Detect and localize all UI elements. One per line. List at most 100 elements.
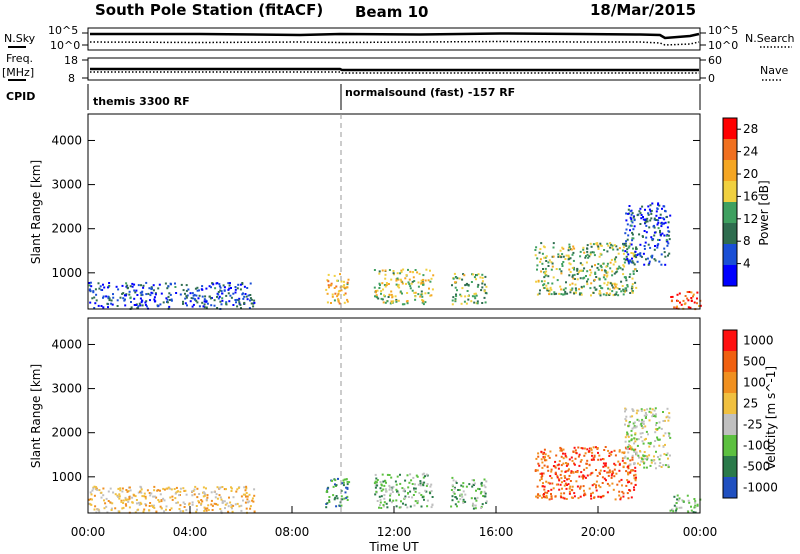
scatter-cell bbox=[590, 294, 592, 297]
scatter-cell bbox=[638, 253, 641, 256]
scatter-cell bbox=[636, 409, 639, 412]
scatter-cell bbox=[653, 248, 656, 251]
scatter-cell bbox=[538, 464, 541, 467]
scatter-cell bbox=[170, 298, 173, 301]
scatter-cell bbox=[571, 253, 574, 256]
scatter-cell bbox=[624, 232, 627, 235]
scatter-cell bbox=[623, 457, 626, 459]
scatter-cell bbox=[413, 291, 416, 294]
scatter-cell bbox=[573, 247, 576, 250]
scatter-cell bbox=[632, 449, 635, 452]
scatter-cell bbox=[634, 448, 637, 451]
scatter-cell bbox=[235, 490, 238, 493]
scatter-cell bbox=[385, 481, 387, 484]
scatter-cell bbox=[678, 497, 681, 500]
scatter-cell bbox=[657, 219, 660, 222]
scatter-cell bbox=[662, 217, 665, 220]
scatter-cell bbox=[649, 219, 652, 222]
scatter-cell bbox=[537, 279, 540, 282]
scatter-cell bbox=[420, 494, 423, 496]
scatter-cell bbox=[546, 465, 549, 468]
scatter-cell bbox=[625, 219, 628, 222]
scatter-cell bbox=[409, 287, 412, 290]
scatter-cell bbox=[599, 294, 602, 297]
scatter-cell bbox=[205, 487, 207, 490]
scatter-cell bbox=[665, 416, 668, 419]
scatter-cell bbox=[231, 507, 233, 510]
scatter-cell bbox=[600, 269, 603, 272]
colorbar-tick-label: 1000 bbox=[743, 334, 774, 348]
scatter-cell bbox=[651, 238, 654, 241]
scatter-cell bbox=[422, 300, 425, 303]
scatter-cell bbox=[221, 500, 224, 502]
nave-tick-top: 60 bbox=[708, 54, 722, 67]
scatter-cell bbox=[115, 285, 118, 288]
scatter-cell bbox=[622, 495, 625, 498]
scatter-cell bbox=[625, 408, 628, 411]
scatter-cell bbox=[659, 213, 662, 216]
scatter-cell bbox=[611, 244, 614, 247]
scatter-cell bbox=[234, 291, 237, 294]
scatter-cell bbox=[189, 300, 192, 303]
scatter-cell bbox=[169, 496, 172, 499]
scatter-cell bbox=[624, 436, 627, 439]
scatter-cell bbox=[98, 489, 101, 492]
scatter-cell bbox=[636, 444, 639, 447]
scatter-cell bbox=[569, 283, 572, 286]
scatter-cell bbox=[612, 294, 615, 297]
scatter-cell bbox=[333, 299, 336, 302]
scatter-cell bbox=[327, 284, 330, 287]
scatter-cell bbox=[340, 280, 343, 283]
scatter-cell bbox=[244, 501, 247, 504]
scatter-cell bbox=[564, 258, 567, 260]
scatter-cell bbox=[386, 473, 389, 476]
scatter-cell bbox=[185, 284, 188, 287]
scatter-cell bbox=[107, 286, 109, 289]
scatter-cell bbox=[645, 466, 648, 469]
scatter-cell bbox=[409, 270, 412, 273]
scatter-cell bbox=[110, 509, 113, 511]
scatter-cell bbox=[142, 284, 145, 287]
scatter-cell bbox=[579, 487, 582, 489]
scatter-cell bbox=[629, 273, 632, 276]
scatter-cell bbox=[385, 282, 388, 284]
scatter-cell bbox=[207, 504, 210, 507]
scatter-cell bbox=[564, 290, 567, 293]
scatter-cell bbox=[640, 422, 643, 425]
colorbar-segment bbox=[723, 456, 737, 478]
scatter-cell bbox=[623, 257, 626, 260]
scatter-cell bbox=[558, 460, 561, 463]
scatter-cell bbox=[630, 261, 633, 264]
scatter-cell bbox=[389, 494, 392, 497]
scatter-cell bbox=[167, 486, 170, 489]
scatter-cell bbox=[484, 291, 487, 294]
scatter-cell bbox=[422, 274, 425, 277]
scatter-cell bbox=[126, 286, 129, 289]
scatter-cell bbox=[111, 303, 114, 306]
scatter-cell bbox=[603, 282, 606, 285]
scatter-cell bbox=[686, 297, 689, 300]
scatter-cell bbox=[583, 454, 586, 457]
scatter-cell bbox=[550, 261, 553, 264]
colorbar-segment bbox=[723, 265, 737, 287]
scatter-cell bbox=[543, 485, 546, 488]
scatter-cell bbox=[574, 287, 577, 290]
scatter-cell bbox=[391, 488, 394, 491]
scatter-cell bbox=[392, 272, 395, 275]
scatter-cell bbox=[157, 499, 160, 501]
scatter-cell bbox=[590, 492, 593, 495]
scatter-cell bbox=[239, 283, 242, 286]
scatter-cell bbox=[569, 291, 572, 294]
scatter-cell bbox=[129, 296, 132, 299]
scatter-cell bbox=[630, 446, 633, 449]
scatter-cell bbox=[630, 434, 633, 437]
scatter-cell bbox=[639, 212, 642, 215]
scatter-cell bbox=[675, 502, 678, 504]
scatter-cell bbox=[610, 450, 613, 453]
scatter-cell bbox=[628, 447, 631, 450]
scatter-cell bbox=[541, 485, 544, 488]
scatter-cell bbox=[211, 509, 214, 511]
scatter-cell bbox=[636, 418, 639, 421]
scatter-cell bbox=[483, 484, 486, 487]
scatter-cell bbox=[242, 499, 244, 502]
